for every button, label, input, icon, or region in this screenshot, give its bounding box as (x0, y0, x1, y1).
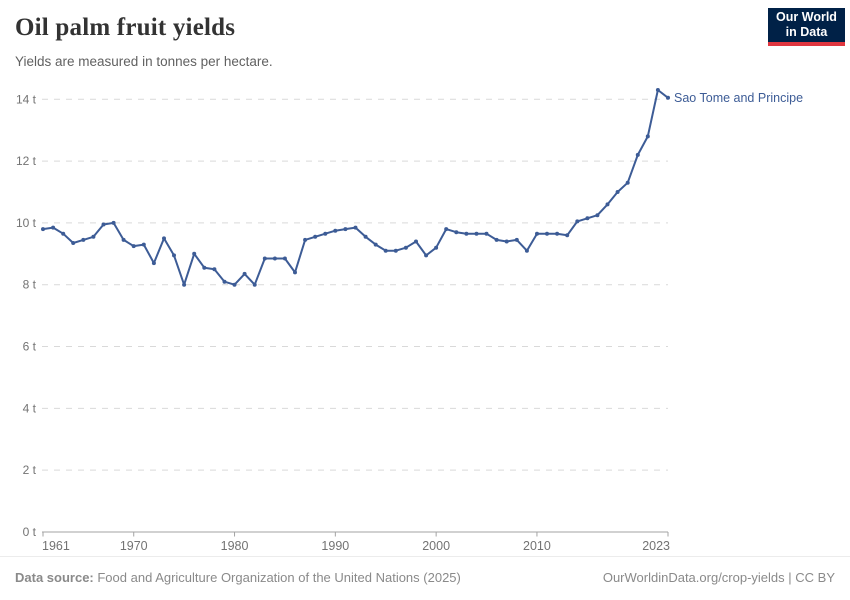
data-point[interactable] (61, 231, 66, 236)
owid-logo-line2: in Data (785, 25, 828, 39)
data-point[interactable] (272, 256, 277, 261)
data-point[interactable] (131, 244, 136, 249)
data-point[interactable] (454, 230, 459, 235)
data-point[interactable] (333, 228, 338, 233)
data-point[interactable] (91, 234, 96, 239)
y-tick-label: 8 t (23, 278, 37, 292)
data-point[interactable] (182, 282, 187, 287)
data-point[interactable] (232, 282, 237, 287)
data-point[interactable] (101, 222, 106, 227)
x-tick-label: 1970 (120, 539, 148, 553)
x-tick-label: 1980 (221, 539, 249, 553)
data-point[interactable] (242, 271, 247, 276)
data-point[interactable] (393, 248, 398, 253)
owid-logo[interactable]: Our World in Data (768, 8, 845, 46)
data-point[interactable] (595, 213, 600, 218)
x-tick-label: 2000 (422, 539, 450, 553)
data-point[interactable] (222, 279, 227, 284)
data-point[interactable] (141, 242, 146, 247)
footer-divider (0, 556, 850, 557)
data-point[interactable] (303, 237, 308, 242)
data-point[interactable] (71, 241, 76, 245)
data-point[interactable] (615, 190, 620, 194)
data-source-note: Data source: Food and Agriculture Organi… (15, 570, 461, 585)
chart-subtitle: Yields are measured in tonnes per hectar… (15, 54, 273, 69)
data-point[interactable] (444, 227, 449, 232)
data-point[interactable] (524, 248, 529, 253)
data-point[interactable] (192, 251, 197, 256)
data-point[interactable] (414, 239, 418, 244)
x-tick-label: 1990 (321, 539, 349, 553)
data-point[interactable] (41, 227, 45, 232)
data-point[interactable] (353, 225, 358, 230)
data-point[interactable] (514, 237, 519, 242)
data-point[interactable] (293, 270, 297, 275)
data-point[interactable] (252, 282, 257, 287)
data-point[interactable] (655, 88, 660, 92)
x-tick-label: 1961 (42, 539, 70, 553)
data-point[interactable] (383, 248, 388, 253)
data-point[interactable] (565, 233, 570, 238)
data-point[interactable] (111, 220, 116, 225)
y-tick-label: 0 t (23, 525, 37, 539)
data-point[interactable] (373, 242, 378, 247)
y-tick-label: 12 t (16, 154, 37, 168)
data-point[interactable] (494, 237, 499, 242)
data-point[interactable] (474, 231, 479, 236)
yield-series-line (42, 89, 669, 286)
data-point[interactable] (645, 134, 650, 139)
y-tick-label: 2 t (23, 463, 37, 477)
data-point[interactable] (555, 231, 560, 236)
data-point[interactable] (545, 231, 549, 236)
data-point[interactable] (403, 245, 408, 250)
data-point[interactable] (262, 256, 267, 261)
y-tick-label: 4 t (23, 401, 37, 415)
data-source-text: Food and Agriculture Organization of the… (93, 570, 461, 585)
data-point[interactable] (212, 267, 217, 272)
data-point[interactable] (585, 216, 590, 221)
data-point[interactable] (635, 152, 640, 157)
data-point[interactable] (162, 236, 166, 241)
y-tick-label: 6 t (23, 340, 37, 354)
data-point[interactable] (121, 237, 126, 242)
data-point[interactable] (434, 245, 439, 250)
data-point[interactable] (313, 234, 318, 239)
x-tick-label: 2023 (642, 539, 670, 553)
data-point[interactable] (424, 253, 429, 258)
data-point[interactable] (504, 239, 509, 244)
data-point[interactable] (464, 231, 469, 236)
data-point[interactable] (575, 219, 580, 224)
x-tick-label: 2010 (523, 539, 551, 553)
page-title: Oil palm fruit yields (15, 14, 236, 41)
data-point[interactable] (666, 95, 670, 100)
data-point[interactable] (172, 253, 176, 258)
data-point[interactable] (282, 256, 287, 261)
y-tick-label: 10 t (16, 216, 37, 230)
data-source-label: Data source: (15, 570, 94, 585)
data-point[interactable] (605, 202, 610, 207)
data-point[interactable] (363, 234, 368, 239)
owid-logo-line1: Our World (776, 10, 837, 24)
data-point[interactable] (81, 237, 86, 242)
data-point[interactable] (343, 227, 348, 232)
y-tick-label: 14 t (16, 92, 37, 106)
series-end-label[interactable]: Sao Tome and Principe (674, 91, 803, 105)
data-point[interactable] (151, 261, 156, 266)
data-point[interactable] (535, 231, 539, 236)
data-point[interactable] (51, 225, 56, 230)
data-point[interactable] (323, 231, 328, 236)
data-point[interactable] (625, 180, 630, 185)
data-point[interactable] (484, 231, 489, 236)
data-point[interactable] (202, 265, 207, 270)
license-link[interactable]: OurWorldinData.org/crop-yields | CC BY (602, 570, 835, 585)
